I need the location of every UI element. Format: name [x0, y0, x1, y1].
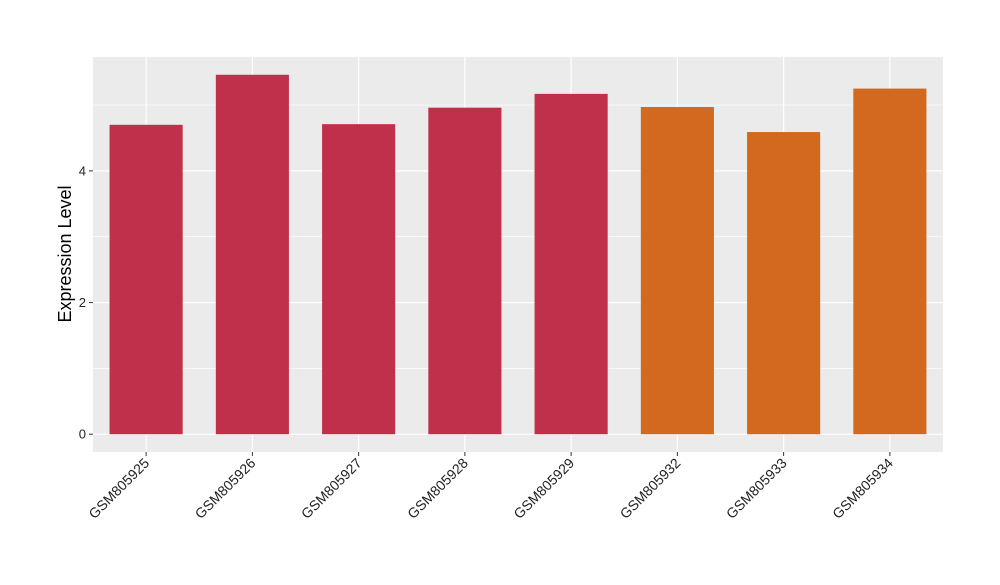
bar	[428, 107, 502, 435]
x-tick-label: GSM805928	[404, 455, 471, 522]
y-tick-label: 4	[79, 163, 86, 178]
x-tick-label: GSM805932	[617, 455, 684, 522]
x-tick-label: GSM805925	[85, 455, 152, 522]
x-tick-label: GSM805933	[723, 455, 790, 522]
y-tick-label: 2	[79, 295, 86, 310]
x-tick-label: GSM805927	[298, 455, 365, 522]
bar	[853, 88, 927, 435]
y-tick-label: 0	[79, 427, 86, 442]
bar	[322, 124, 396, 435]
x-tick-label: GSM805926	[192, 455, 259, 522]
bar	[109, 124, 183, 435]
bar	[640, 107, 714, 435]
bar	[747, 132, 821, 435]
bar	[534, 93, 608, 435]
bar	[215, 74, 289, 435]
x-tick-label: GSM805934	[829, 455, 896, 522]
x-tick-label: GSM805929	[510, 455, 577, 522]
y-axis-title: Expression Level	[55, 185, 75, 322]
